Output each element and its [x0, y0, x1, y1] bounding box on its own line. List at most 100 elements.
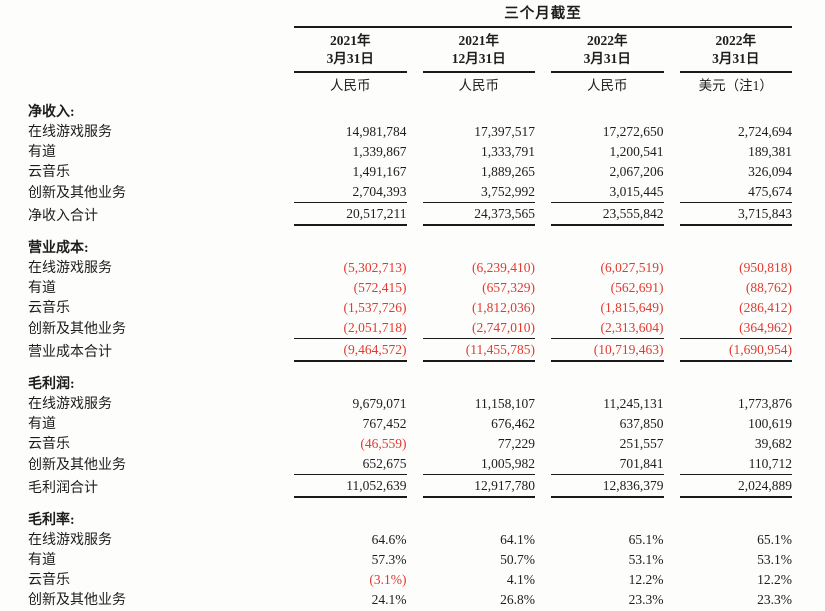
value-cell: 17,397,517	[474, 124, 535, 139]
section-title-row: 净收入:	[28, 103, 792, 122]
value-cell: (5,302,713)	[343, 260, 407, 275]
value-cell: 676,462	[491, 416, 535, 431]
column-year: 2021年	[330, 33, 371, 48]
column-year: 2022年	[715, 33, 757, 48]
value-cell: (572,415)	[353, 280, 407, 295]
section-title: 净收入:	[28, 105, 75, 120]
section-2: 毛利润: 在线游戏服务 9,679,071 11,158,107 11,245,131 1…	[28, 375, 792, 498]
value-cell: (88,762)	[745, 280, 792, 295]
table-row: 创新及其他业务 2,704,393 3,752,992 3,015,445 475,67…	[28, 182, 792, 203]
row-label: 营业成本合计	[28, 345, 112, 360]
row-label: 在线游戏服务	[28, 397, 112, 412]
value-cell: 2,067,206	[609, 164, 664, 179]
column-currency-3: 美元（注1）	[698, 78, 773, 93]
value-cell: (6,027,519)	[600, 260, 664, 275]
table-row: 在线游戏服务 64.6% 64.1% 65.1% 65.1%	[28, 530, 792, 550]
table-row: 创新及其他业务 652,675 1,005,982 701,841 110,712	[28, 454, 792, 475]
value-cell: 767,452	[362, 416, 407, 431]
value-cell: 12.2%	[757, 572, 792, 587]
value-cell: 11,158,107	[474, 396, 535, 411]
column-header-2: 2022年 3月31日	[551, 28, 664, 73]
row-label: 有道	[28, 553, 56, 568]
value-cell: (46,559)	[360, 436, 407, 451]
total-row: 净收入合计 20,517,211 24,373,565 23,555,842 3,715…	[28, 203, 792, 226]
column-date: 3月31日	[326, 51, 374, 66]
value-cell: 64.1%	[500, 532, 535, 547]
value-cell: 77,229	[497, 436, 535, 451]
column-header-3: 2022年 3月31日	[679, 28, 792, 73]
value-cell: 3,715,843	[679, 203, 792, 226]
table-row: 云音乐 (3.1%) 4.1% 12.2% 12.2%	[28, 570, 792, 590]
value-cell: 24.1%	[371, 592, 407, 607]
column-date: 3月31日	[712, 51, 760, 66]
table-row: 云音乐 (46,559) 77,229 251,557 39,682	[28, 434, 792, 454]
section-title: 营业成本:	[28, 241, 89, 256]
value-cell: 1,200,541	[609, 144, 664, 159]
row-label: 创新及其他业务	[28, 322, 126, 337]
row-label: 云音乐	[28, 437, 70, 452]
table-header: 三个月截至 2021年 3月31日 2021年 12月31日 2022年 3月31日 202…	[28, 5, 792, 97]
value-cell: 24,373,565	[422, 203, 535, 226]
value-cell: 475,674	[679, 182, 792, 203]
row-label: 有道	[28, 145, 56, 160]
value-cell: 11,052,639	[294, 475, 407, 498]
value-cell: 189,381	[748, 144, 792, 159]
section-title-row: 毛利率:	[28, 511, 792, 530]
value-cell: (657,329)	[482, 280, 535, 295]
value-cell: 20,517,211	[294, 203, 407, 226]
row-label: 创新及其他业务	[28, 186, 126, 201]
value-cell: 39,682	[754, 436, 792, 451]
row-label: 云音乐	[28, 301, 70, 316]
section-0: 净收入: 在线游戏服务 14,981,784 17,397,517 17,272,650…	[28, 103, 792, 226]
column-header-1: 2021年 12月31日	[422, 28, 535, 73]
value-cell: (1,815,649)	[600, 300, 664, 315]
value-cell: 26.8%	[500, 592, 535, 607]
value-cell: 12.2%	[628, 572, 664, 587]
value-cell: 9,679,071	[352, 396, 407, 411]
row-label: 有道	[28, 417, 56, 432]
value-cell: 11,245,131	[603, 396, 664, 411]
period-title: 三个月截至	[294, 5, 792, 28]
value-cell: 12,836,379	[551, 475, 664, 498]
total-row: 营业成本合计 (9,464,572) (11,455,785) (10,719,463…	[28, 339, 792, 362]
value-cell: (562,691)	[610, 280, 664, 295]
value-cell: (2,051,718)	[294, 318, 407, 339]
value-cell: 4.1%	[506, 572, 535, 587]
value-cell: 1,491,167	[352, 164, 407, 179]
value-cell: (2,747,010)	[422, 318, 535, 339]
column-currency-0: 人民币	[330, 78, 371, 93]
value-cell: 53.1%	[757, 552, 792, 567]
value-cell: (1,812,036)	[472, 300, 535, 315]
section-title: 毛利润:	[28, 377, 75, 392]
date-header-row: 2021年 3月31日 2021年 12月31日 2022年 3月31日 2022年 3月31…	[28, 28, 792, 73]
value-cell: 64.6%	[371, 532, 407, 547]
table-row: 在线游戏服务 14,981,784 17,397,517 17,272,650 2,72…	[28, 122, 792, 142]
value-cell: (286,412)	[739, 300, 792, 315]
value-cell: 1,339,867	[352, 144, 407, 159]
period-header-row: 三个月截至	[28, 5, 792, 28]
section-3: 毛利率: 在线游戏服务 64.6% 64.1% 65.1% 65.1% 有道 57.3% 50.…	[28, 511, 792, 610]
table-body: 净收入: 在线游戏服务 14,981,784 17,397,517 17,272,650…	[28, 103, 792, 610]
row-label: 创新及其他业务	[28, 593, 126, 608]
row-label: 在线游戏服务	[28, 261, 112, 276]
value-cell: 50.7%	[500, 552, 535, 567]
value-cell: (364,962)	[679, 318, 792, 339]
value-cell: (2,313,604)	[551, 318, 664, 339]
value-cell: (6,239,410)	[472, 260, 535, 275]
value-cell: 701,841	[551, 454, 664, 475]
column-year: 2022年	[587, 33, 628, 48]
value-cell: 23.3%	[628, 592, 664, 607]
table-row: 有道 57.3% 50.7% 53.1% 53.1%	[28, 550, 792, 570]
column-date: 3月31日	[583, 51, 631, 66]
section-title-row: 毛利润:	[28, 375, 792, 394]
table-row: 创新及其他业务 24.1% 26.8% 23.3% 23.3%	[28, 590, 792, 610]
table-row: 在线游戏服务 9,679,071 11,158,107 11,245,131 1,773…	[28, 394, 792, 414]
row-label: 云音乐	[28, 165, 70, 180]
value-cell: 652,675	[294, 454, 407, 475]
row-label: 净收入合计	[28, 209, 98, 224]
row-label: 在线游戏服务	[28, 125, 112, 140]
table-row: 有道 (572,415) (657,329) (562,691) (88,762)	[28, 278, 792, 298]
row-label: 创新及其他业务	[28, 458, 126, 473]
value-cell: 2,724,694	[738, 124, 792, 139]
value-cell: 3,015,445	[551, 182, 664, 203]
